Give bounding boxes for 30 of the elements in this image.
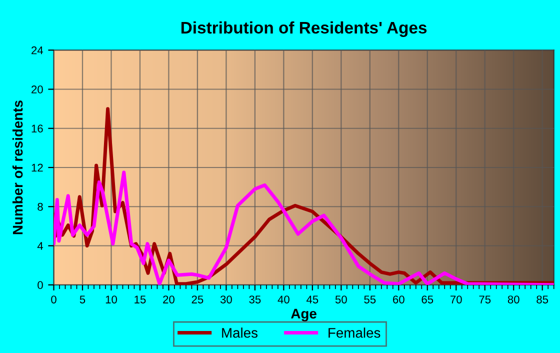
y-tick-label: 24	[32, 46, 44, 54]
x-tick-label: 70	[450, 296, 462, 304]
x-tick-label: 25	[192, 296, 204, 304]
y-tick-label: 16	[32, 124, 43, 133]
x-tick-label: 30	[220, 296, 232, 304]
legend-label: Males	[222, 328, 258, 338]
chart-title: Distribution of Residents' Ages	[181, 21, 427, 37]
x-tick-label: 50	[335, 296, 347, 304]
x-tick-label: 40	[278, 296, 290, 304]
x-tick-label: 85	[536, 296, 548, 304]
y-tick-label: 20	[32, 86, 43, 94]
x-tick-label: 65	[422, 296, 434, 304]
x-tick-label: 0	[51, 296, 56, 304]
x-tick-label: 5	[80, 296, 86, 304]
y-tick-label: 12	[32, 164, 43, 172]
x-tick-label: 60	[393, 296, 404, 304]
x-tick-label: 10	[106, 296, 117, 304]
y-tick-label: 4	[37, 242, 44, 250]
x-tick-label: 35	[249, 296, 261, 304]
x-tick-label: 75	[479, 296, 491, 304]
x-tick-label: 45	[306, 296, 318, 304]
x-tick-label: 55	[364, 296, 376, 304]
x-axis-title: Age	[291, 308, 316, 322]
x-tick-label: 20	[163, 296, 174, 304]
y-tick-label: 0	[38, 281, 43, 290]
x-tick-label: 80	[508, 296, 520, 304]
y-tick-label: 8	[38, 202, 43, 211]
x-tick-label: 15	[134, 296, 146, 304]
legend-label: Females	[328, 328, 380, 338]
y-axis-title: Number of residents	[12, 100, 23, 234]
